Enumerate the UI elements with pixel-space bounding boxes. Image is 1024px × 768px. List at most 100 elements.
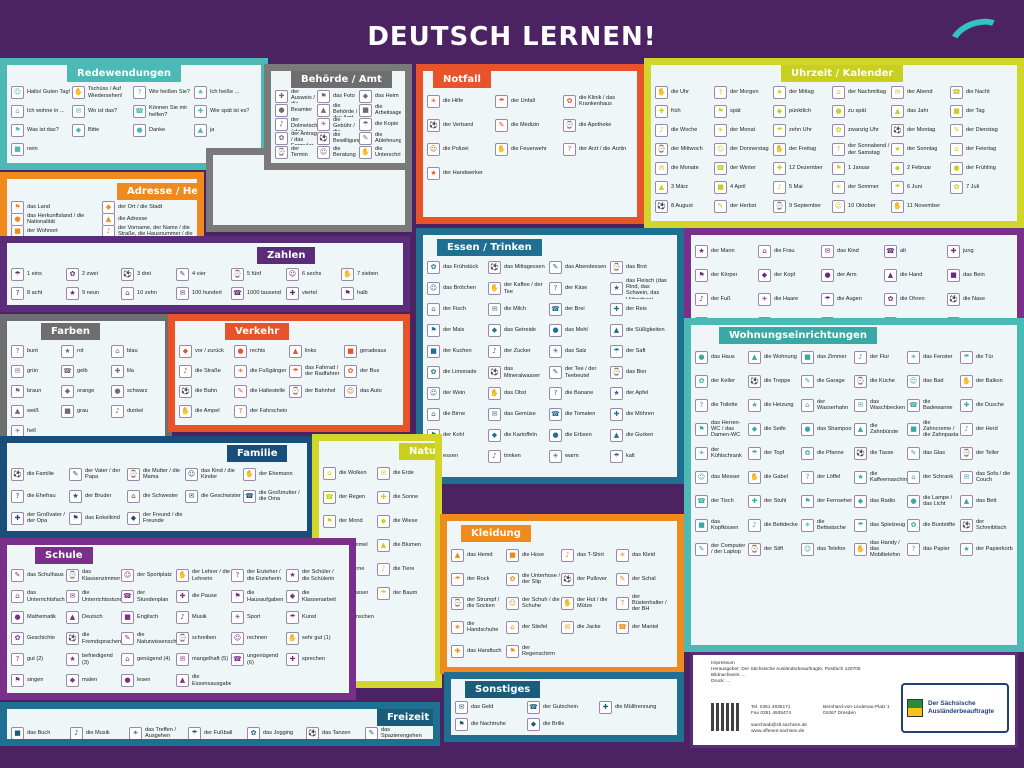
- pictogram-icon: ✚: [286, 653, 299, 666]
- vocab-label: der Wasserhahn: [817, 398, 849, 411]
- vocab-label: die Birne: [443, 411, 466, 418]
- pictogram-icon: ✿: [884, 292, 897, 306]
- vocab-item: ▲ die Wohnung: [748, 345, 801, 369]
- vocab-item: ⚽ 3 drei: [121, 265, 176, 284]
- vocab-item: ◆ die Kartoffeln: [488, 425, 549, 446]
- vocab-item: ☂ der Topf: [748, 441, 801, 465]
- vocab-item: ☀ warm: [549, 446, 610, 467]
- vocab-item: ✚ die Möhren: [610, 404, 671, 425]
- pictogram-icon: ✉: [455, 701, 468, 714]
- vocab-item: ■ die Zahncreme / die Zahnpasta: [907, 417, 960, 441]
- vocab-item: ✚ viertel: [286, 284, 341, 303]
- vocab-label: die Gebühr / die Kosten: [333, 117, 355, 131]
- pictogram-icon: ⚑: [11, 201, 24, 213]
- vocab-item: ☂ die Kopie: [359, 117, 401, 131]
- vocab-item: ⌚ der Strumpf / die Socken: [451, 591, 506, 615]
- vocab-item: ? die Ehefrau: [11, 485, 69, 507]
- pictogram-icon: ⌚: [655, 143, 668, 156]
- pictogram-icon: ☀: [427, 94, 440, 108]
- section-title: Notfall: [433, 71, 491, 88]
- vocab-item: ● Danke: [133, 121, 194, 140]
- vocab-label: der Stuhl: [764, 497, 787, 504]
- vocab-label: der Mittwoch: [671, 146, 703, 153]
- pictogram-icon: ⚽: [947, 292, 960, 306]
- vocab-item: ★ der Handwerker: [427, 161, 495, 185]
- vocab-item: ⌚ der Bahnhof: [289, 381, 344, 401]
- vocab-item: ● Mathematik: [11, 607, 66, 628]
- vocab-label: der Pullover: [577, 575, 607, 582]
- vocab-label: die Gabel: [764, 473, 788, 480]
- vocab-item: ✎ die Medizin: [495, 113, 563, 137]
- vocab-label: die Kartoffeln: [504, 432, 537, 439]
- vocab-label: das Foto: [333, 92, 355, 99]
- vocab-item: ✎ der Computer / der Laptop: [695, 537, 748, 561]
- vocab-item: ☎ Können Sie mir helfen?: [133, 102, 194, 121]
- pictogram-icon: ★: [66, 287, 79, 300]
- pictogram-icon: ⚑: [714, 105, 727, 118]
- vocab-label: die Unterrichtsstunde: [82, 590, 121, 603]
- logo-text: Der Sächsische Ausländerbeauftragte: [928, 700, 995, 715]
- vocab-label: das Spazierengehen: [381, 727, 422, 739]
- vocab-item: ⚽ die Nase: [947, 287, 1010, 311]
- vocab-item: ☺ das Bad: [907, 369, 960, 393]
- vocab-item: ☎ der Regen: [323, 485, 377, 509]
- vocab-label: der Brei: [565, 306, 585, 313]
- pictogram-icon: ✉: [11, 364, 24, 378]
- saxony-logo: Der Sächsische Ausländerbeauftragte: [901, 683, 1009, 733]
- pictogram-icon: ✉: [821, 244, 834, 258]
- vocab-item: ◆ das Getreide: [488, 320, 549, 341]
- vocab-item: ☺ der Sportplatz: [121, 565, 176, 586]
- vocab-label: die Wolken: [339, 469, 367, 476]
- vocab-label: die Süßigkeiten: [626, 327, 665, 334]
- pictogram-icon: ✿: [11, 632, 24, 645]
- pictogram-icon: ■: [714, 181, 727, 194]
- pictogram-icon: ✋: [243, 467, 256, 481]
- vocab-label: der Freitag: [789, 146, 817, 153]
- pictogram-icon: ✋: [748, 470, 761, 484]
- vocab-item: ✿ der Bus: [344, 361, 399, 381]
- vocab-item: ✉ Wo ist das?: [72, 102, 133, 121]
- pictogram-icon: ⚑: [695, 422, 708, 436]
- vocab-label: die Feuerwehr: [511, 145, 547, 152]
- vocab-label: 3 März: [671, 184, 689, 191]
- pictogram-icon: ?: [549, 282, 562, 295]
- vocab-item: ? das Papier: [907, 537, 960, 561]
- vocab-item: ✉ das Waschbecken: [854, 393, 907, 417]
- pictogram-icon: ●: [121, 674, 134, 687]
- vocab-label: die Limonade: [443, 369, 477, 376]
- pictogram-icon: ▲: [610, 324, 623, 337]
- vocab-item: ◆ der Ort / die Stadt: [102, 201, 193, 213]
- vocab-label: die Hand: [900, 271, 923, 278]
- page-title: DEUTSCH LERNEN!: [367, 22, 657, 52]
- vocab-item: ★ die Handschuhe: [451, 615, 506, 639]
- vocab-label: das Getreide: [504, 327, 537, 334]
- pictogram-icon: ✉: [488, 303, 501, 316]
- vocab-label: 11 November: [907, 203, 941, 210]
- vocab-label: 4 vier: [192, 271, 206, 278]
- pictogram-icon: ⌚: [127, 467, 140, 481]
- pictogram-icon: ✋: [176, 569, 189, 582]
- vocab-label: das Treffen / Ausgehen: [145, 727, 176, 739]
- vocab-label: der Dienstag: [966, 127, 998, 134]
- vocab-item: ✚ früh: [655, 102, 714, 121]
- vocab-item: ● Beamter: [275, 103, 317, 117]
- vocab-label: befriedigend (3): [82, 653, 113, 666]
- vocab-label: das Kleid: [632, 551, 656, 558]
- vocab-label: schwarz: [127, 387, 148, 394]
- pictogram-icon: ✉: [854, 398, 867, 412]
- vocab-label: Danke: [149, 127, 166, 134]
- vocab-label: die Woche: [671, 127, 698, 134]
- pictogram-icon: ■: [801, 350, 814, 364]
- section-title: Natur: [399, 443, 435, 460]
- vocab-item: ▲ das Hemd: [451, 543, 506, 567]
- pictogram-icon: ⚽: [306, 727, 319, 739]
- vocab-label: die Erde: [393, 469, 414, 476]
- vocab-item: ? die Toilette: [695, 393, 748, 417]
- pictogram-icon: ⚑: [695, 268, 708, 282]
- pictogram-icon: ☎: [695, 494, 708, 508]
- vocab-item: ✉ das Kind: [821, 239, 884, 263]
- vocab-item: ✎ der Dienstag: [950, 121, 1009, 140]
- vocab-label: der Feiertag: [966, 146, 997, 153]
- vocab-item: ☂ zehn Uhr: [773, 121, 832, 140]
- vocab-label: das Glas: [923, 449, 946, 456]
